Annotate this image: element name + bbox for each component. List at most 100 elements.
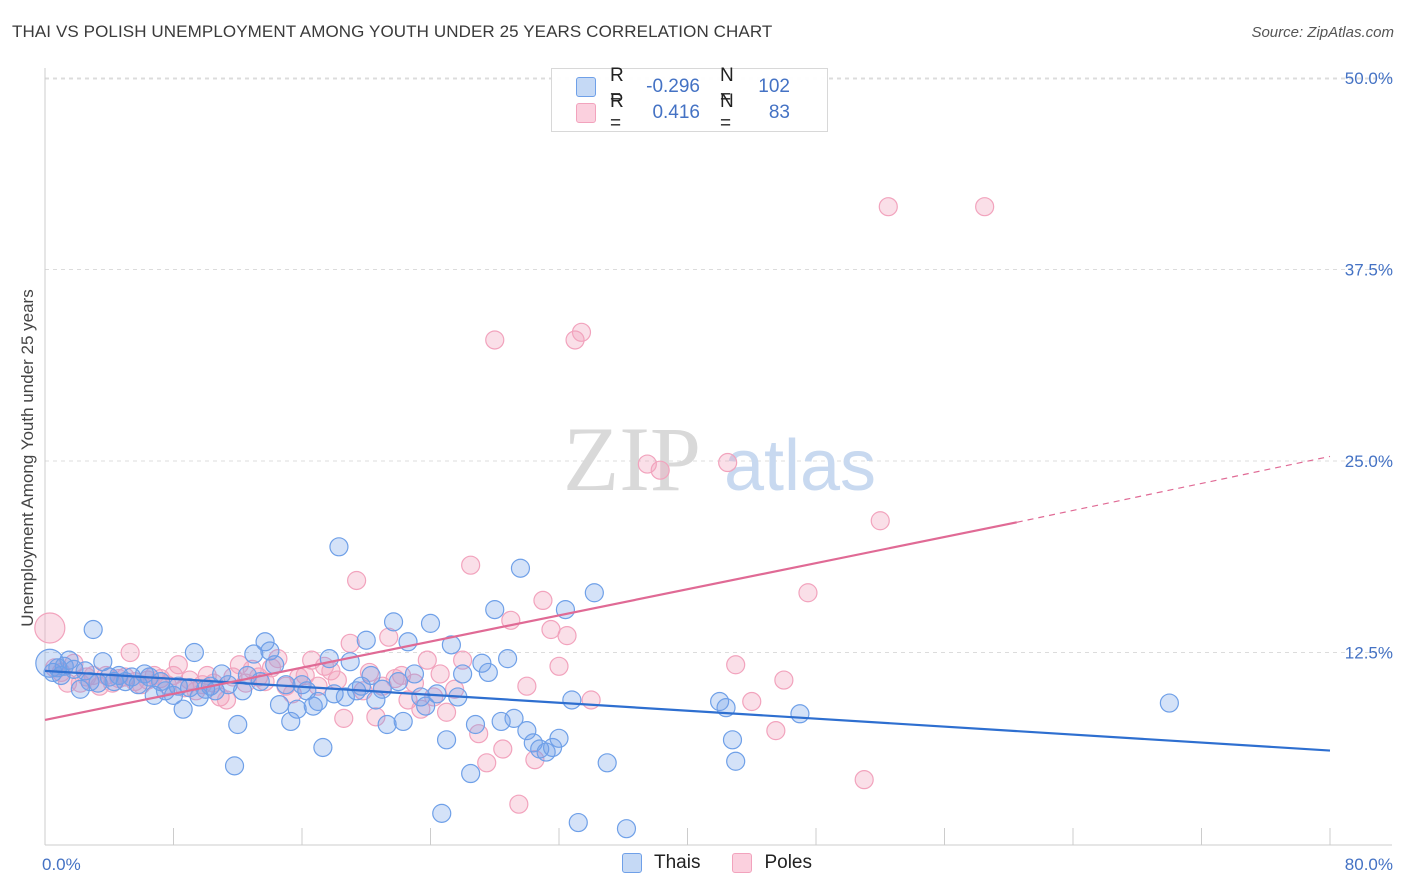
poles-point [517, 676, 537, 696]
thais-point [244, 644, 264, 664]
y-tick-label: 37.5% [1345, 261, 1393, 280]
thais-point [59, 650, 79, 670]
poles-point [444, 679, 465, 699]
x-tick-label: 80.0% [1345, 855, 1393, 874]
poles-point [430, 664, 450, 684]
thais-point [478, 662, 498, 683]
series-legend: Thais Poles [622, 852, 844, 874]
poles-point [525, 750, 545, 770]
poles-point [334, 708, 354, 728]
poles-point [650, 460, 670, 480]
legend-item-poles[interactable]: Poles [732, 852, 812, 874]
thais-point [383, 612, 404, 632]
thais-point [416, 696, 436, 716]
thais-point [517, 721, 537, 741]
thais-point [453, 664, 473, 684]
poles-point [340, 633, 360, 653]
thais-point [485, 600, 505, 620]
thais-point [441, 635, 461, 655]
chart-title: THAI VS POLISH UNEMPLOYMENT AMONG YOUTH … [12, 22, 773, 41]
poles-swatch [576, 103, 596, 123]
poles-point [798, 583, 818, 603]
legend-item-thais[interactable]: Thais [622, 852, 700, 874]
thais-legend-label: Thais [654, 852, 701, 873]
thais-point [308, 691, 328, 712]
poles-point [34, 612, 66, 644]
thais-point [465, 714, 486, 735]
thais-point [584, 583, 604, 603]
poles-point [766, 721, 786, 741]
thais-point [228, 714, 248, 735]
thais-point [319, 649, 339, 669]
poles-point [878, 197, 898, 217]
thais-point [404, 664, 425, 684]
thais-point [562, 690, 582, 710]
thais-point [393, 711, 413, 732]
thais-point [420, 613, 441, 633]
watermark: ZIP atlas [563, 408, 876, 510]
thais-point [549, 728, 569, 748]
poles-point [975, 197, 995, 217]
poles-point [581, 690, 601, 710]
thais-points [35, 537, 1179, 839]
poles-point [120, 642, 140, 663]
poles-legend-swatch [732, 853, 753, 873]
poles-r-value: 0.416 [652, 102, 700, 123]
thais-point [232, 681, 253, 701]
thais-point [313, 737, 333, 758]
thais-point [568, 812, 588, 833]
poles-point [565, 330, 585, 350]
poles-point [854, 770, 874, 790]
poles-point [571, 322, 592, 342]
thais-point [335, 687, 355, 707]
thais-swatch [576, 77, 596, 97]
poles-point [453, 650, 473, 670]
poles-point [229, 655, 249, 675]
thais-point [356, 630, 376, 650]
thais-point [1159, 693, 1179, 713]
thais-point [224, 756, 245, 776]
thais-point [461, 763, 481, 784]
thais-legend-swatch [622, 853, 642, 873]
thais-point [411, 687, 431, 707]
thais-point [388, 672, 408, 692]
x-tick-label: 0.0% [42, 855, 81, 874]
n-label: N = [720, 91, 734, 134]
poles-point [347, 570, 367, 591]
thais-trend-line [44, 669, 1331, 752]
poles-point [742, 691, 762, 712]
n-label: N = [720, 65, 734, 108]
thais-point [726, 751, 746, 771]
thais-point [790, 704, 810, 724]
thais-point [269, 694, 290, 715]
y-tick-label: 25.0% [1345, 452, 1393, 471]
poles-point [379, 627, 399, 647]
poles-point [557, 626, 577, 646]
thais-point [329, 537, 349, 557]
correlation-legend: R = -0.296 N = 102 R = 0.416 N = 83 [551, 65, 828, 134]
poles-point [477, 753, 497, 773]
poles-legend-label: Poles [764, 852, 812, 873]
legend-row-thais: R = -0.296 N = 102 [576, 65, 790, 108]
poles-point [436, 702, 457, 722]
thais-point [70, 679, 90, 699]
thais-point [616, 819, 637, 839]
tick-labels: 12.5% 25.0% 37.5% 50.0% 0.0% 80.0% [42, 69, 1393, 874]
thais-point [184, 642, 204, 663]
poles-point [485, 330, 505, 350]
r-label: R = [610, 65, 624, 108]
poles-n-value: 83 [768, 102, 790, 123]
legend-row-poles: R = 0.416 N = 83 [576, 91, 790, 134]
axes [44, 68, 1392, 846]
thais-point [173, 699, 193, 719]
poles-point [870, 511, 890, 531]
thais-point [504, 708, 524, 728]
thais-point [432, 803, 452, 823]
poles-point [168, 655, 188, 675]
poles-trend-extension [1016, 455, 1331, 523]
poles-point [417, 650, 437, 670]
poles-point [461, 555, 481, 575]
poles-point [493, 739, 513, 759]
source-label: Source: ZipAtlas.com [1251, 24, 1394, 41]
r-label: R = [610, 91, 624, 134]
